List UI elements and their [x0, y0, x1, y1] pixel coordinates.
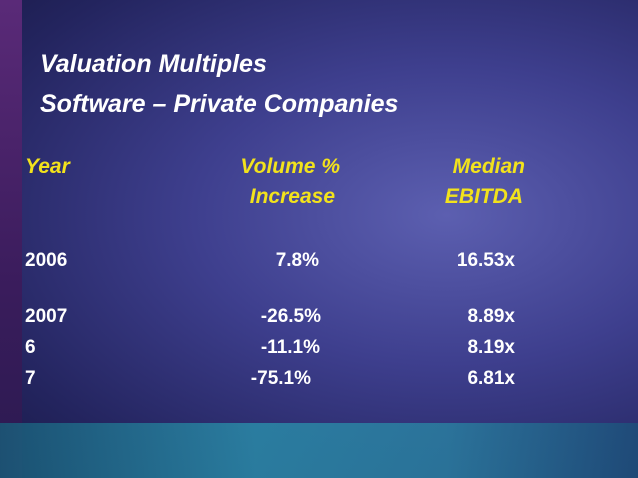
- cell: 2006: [25, 250, 68, 271]
- side-strip: [0, 0, 22, 478]
- header: Median: [452, 155, 525, 178]
- header: Volume %: [240, 155, 340, 178]
- header: Year: [25, 155, 70, 178]
- subtitle: Software – Private Companies: [40, 90, 399, 118]
- header: Increase: [249, 185, 335, 208]
- cell: 7: [25, 368, 36, 389]
- cell: 6: [25, 337, 36, 358]
- bottom-band: [0, 423, 638, 478]
- cell: 8.89x: [467, 306, 515, 327]
- cell: -11.1%: [260, 337, 320, 358]
- title: Valuation Multiples: [40, 50, 267, 78]
- cell: 8.19x: [467, 337, 515, 358]
- cell: 2007: [25, 306, 68, 327]
- cell: 16.53x: [456, 250, 515, 271]
- cell: -75.1%: [250, 368, 311, 389]
- cell: 6.81x: [467, 368, 515, 389]
- cell: 7.8%: [275, 250, 319, 271]
- cell: -26.5%: [260, 306, 321, 327]
- header: EBITDA: [444, 185, 523, 208]
